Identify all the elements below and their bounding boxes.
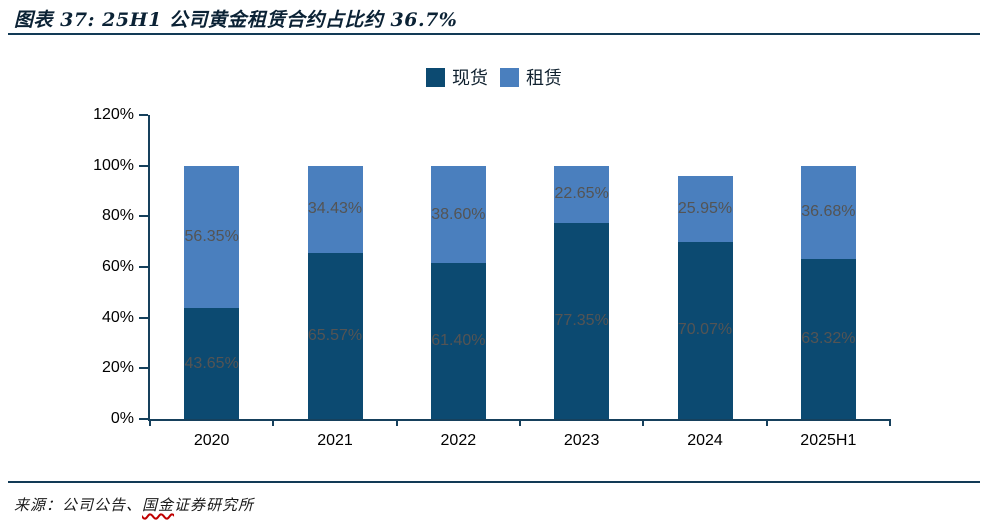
x-axis-tick [519,419,521,426]
bar-segment-2021-spot [307,252,363,419]
x-axis-tick [765,419,768,426]
bar-segment-2025H1-lease [800,165,856,259]
bar-data-label-2024-spot: 70.07% [677,321,733,339]
legend-label-spot: 现货 [452,68,488,89]
x-axis-category-label-2024: 2024 [687,432,723,449]
bar-data-label-2024-lease: 25.95% [677,199,733,217]
x-axis-category-label-2022: 2022 [440,432,477,449]
x-axis-category-label-2025H1: 2025H1 [800,432,857,449]
plot-area: 0% 20% 40% 60% 80% 100% 120% 43.65% 56.35% 2020 65… [93,106,891,449]
x-axis-tick [889,419,891,426]
legend-swatch-spot [426,67,445,87]
bar-segment-2024-lease [677,175,733,242]
y-axis-tick [139,316,148,319]
legend-item-lease: 租赁 [500,64,562,90]
y-axis-tick [139,164,148,167]
x-axis-tick [149,419,151,426]
legend-item-spot: 现货 [426,64,488,90]
y-axis-tick [139,114,148,116]
source-highlighted-word: 国金 [142,496,175,514]
y-axis-tick-label: 40% [101,308,134,326]
source-note: 来源：公司公告、国金证券研究所 [14,494,254,515]
y-axis-tick [139,266,148,268]
y-axis-tick [139,215,148,218]
bar-data-label-2023-lease: 22.65% [554,185,609,203]
y-axis-tick [139,418,148,420]
bar-segment-2025H1-spot [800,258,856,419]
chart-legend: 现货 租赁 [0,64,988,90]
x-axis-category-label-2021: 2021 [317,432,353,449]
bar-segment-2022-spot [430,263,486,419]
bar-segment-2022-lease [430,165,486,264]
bar-data-label-2025H1-spot: 63.32% [801,329,856,347]
y-axis-tick-label: 20% [101,359,134,377]
legend-swatch-lease [500,67,519,87]
bar-segment-2023-spot [554,223,610,419]
chart-title: 图表 37: 25H1 公司黄金租赁合约占比约 36.7% [14,9,458,31]
bar-data-label-2021-lease: 34.43% [307,200,363,218]
bar-data-label-2022-lease: 38.60% [431,205,486,223]
y-axis-tick-label: 80% [101,207,134,225]
footer-divider-line [8,481,980,483]
x-axis-tick [642,419,645,426]
x-axis-tick [272,419,275,426]
y-axis-tick-label: 120% [93,106,134,123]
title-divider-line [8,33,980,35]
source-suffix: 证券研究所 [174,496,255,514]
bar-segment-2020-spot [184,308,240,419]
bar-segment-2023-lease [554,165,610,224]
y-axis-tick-label: 60% [101,258,134,275]
bar-data-label-2022-spot: 61.40% [431,332,486,350]
bar-data-label-2023-spot: 77.35% [554,312,609,330]
x-axis-category-label-2020: 2020 [193,432,230,449]
x-axis-tick [395,419,398,426]
legend-label-lease: 租赁 [526,68,562,89]
bar-data-label-2025H1-lease: 36.68% [801,203,856,221]
y-axis-tick-label: 0% [110,410,134,427]
y-axis-tick [139,367,148,370]
bar-data-label-2020-spot: 43.65% [184,354,239,372]
bar-segment-2020-lease [184,165,240,309]
source-prefix: 来源：公司公告、 [14,496,143,514]
bar-data-label-2020-lease: 56.35% [184,228,239,246]
x-axis-category-label-2023: 2023 [563,432,600,449]
bar-segment-2024-spot [677,241,733,419]
bar-data-label-2021-spot: 65.57% [307,326,363,344]
bar-segment-2021-lease [307,165,363,253]
y-axis-tick-label: 100% [93,156,134,174]
